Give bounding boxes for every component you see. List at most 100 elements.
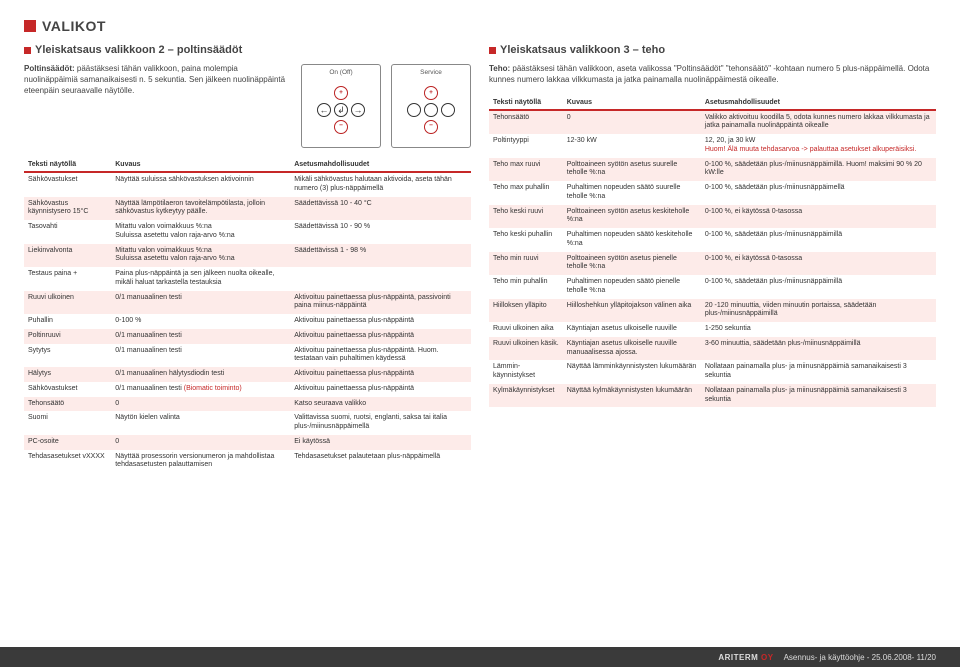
footer-brand-main: ARITERM <box>718 653 758 662</box>
table-cell: Tehonsäätö <box>489 110 563 135</box>
table-cell: 0/1 manuaalinen testi <box>111 329 290 344</box>
table-cell: Polttoaineen syötön asetus keskiteholle … <box>563 205 701 229</box>
table-cell: 0 <box>111 397 290 412</box>
table-cell: Näyttää suluissa sähkövastuksen aktivoin… <box>111 172 290 197</box>
right-intro-bold: Teho: <box>489 64 510 73</box>
table-cell: Valikko aktivoituu koodilla 5, odota kun… <box>701 110 936 135</box>
section-square-icon <box>24 47 31 54</box>
column-header: Asetusmahdollisuudet <box>701 96 936 110</box>
table-row: KylmäkäynnistyksetNäyttää kylmäkäynnisty… <box>489 384 936 408</box>
table-cell: Näytön kielen valinta <box>111 411 290 435</box>
table-cell: Teho keski ruuvi <box>489 205 563 229</box>
table-row: Puhallin0-100 %Aktivoituu painettaessa p… <box>24 314 471 329</box>
footer-brand-suffix: OY <box>761 653 774 662</box>
table-cell: Liekinvalvonta <box>24 244 111 268</box>
table-cell: 0/1 manuaalinen hälytysdiodin testi <box>111 367 290 382</box>
table-cell: Käyntiajan asetus ulkoiselle ruuville ma… <box>563 337 701 361</box>
table-cell: Sähkövastukset <box>24 172 111 197</box>
table-cell: Aktivoituu painettaessa plus-näppäintä <box>290 329 471 344</box>
table-row: Lämmin-käynnistyksetNäyttää lämminkäynni… <box>489 360 936 384</box>
table-cell: Tehdasasetukset vXXXX <box>24 450 111 474</box>
table-cell: Valittavissa suomi, ruotsi, englanti, sa… <box>290 411 471 435</box>
table-cell: 3-60 minuuttia, säädetään plus-/miinusnä… <box>701 337 936 361</box>
table-cell: 0-100 % <box>111 314 290 329</box>
column-header: Kuvaus <box>563 96 701 110</box>
table-cell: Hiilloksen ylläpito <box>489 299 563 323</box>
diagram-onoff: On (Off) + ← ↲ → − <box>301 64 381 148</box>
table-row: LiekinvalvontaMitattu valon voimakkuus %… <box>24 244 471 268</box>
table-row: Teho keski puhallinPuhaltimen nopeuden s… <box>489 228 936 252</box>
table-cell: Poltinruuvi <box>24 329 111 344</box>
table-row: SähkövastuksetNäyttää suluissa sähkövast… <box>24 172 471 197</box>
table-cell: Ruuvi ulkoinen aika <box>489 322 563 337</box>
table-cell: Aktivoituu painettaessa plus-näppäintä <box>290 367 471 382</box>
table-cell: Paina plus-näppäintä ja sen jälkeen nuol… <box>111 267 290 291</box>
table-cell: Säädettävissä 1 - 98 % <box>290 244 471 268</box>
table-cell: Mitattu valon voimakkuus %:naSuluissa as… <box>111 220 290 244</box>
table-cell: Puhaltimen nopeuden säätö keskiteholle %… <box>563 228 701 252</box>
table-cell: Teho max ruuvi <box>489 158 563 182</box>
table-row: Hälytys0/1 manuaalinen hälytysdiodin tes… <box>24 367 471 382</box>
table-row: Poltintyyppi12-30 kW12, 20, ja 30 kWHuom… <box>489 134 936 158</box>
table-cell: 0-100 %, säädetään plus-/miinusnäppäimil… <box>701 228 936 252</box>
table-cell: Käyntiajan asetus ulkoiselle ruuville <box>563 322 701 337</box>
table-cell: Aktivoituu painettaessa plus-näppäintä <box>290 382 471 397</box>
table-cell: 0-100 %, säädetään plus-/miinusnäppäimil… <box>701 275 936 299</box>
table-cell: Puhaltimen nopeuden säätö suurelle tehol… <box>563 181 701 205</box>
table-row: TasovahtiMitattu valon voimakkuus %:naSu… <box>24 220 471 244</box>
table-row: PC-osoite0Ei käytössä <box>24 435 471 450</box>
table-cell: 0 <box>563 110 701 135</box>
table-cell: Mitattu valon voimakkuus %:naSuluissa as… <box>111 244 290 268</box>
right-column: Yleiskatsaus valikkoon 3 – teho Teho: pä… <box>489 44 936 473</box>
footer-doc: Asennus- ja käyttöohje - 25.06.2008- 11/… <box>784 653 936 662</box>
table-cell: 0 <box>111 435 290 450</box>
table-cell: 12-30 kW <box>563 134 701 158</box>
table-cell: Sytytys <box>24 344 111 368</box>
title-square-icon <box>24 20 36 32</box>
table-row: Teho min ruuviPolttoaineen syötön asetus… <box>489 252 936 276</box>
table-cell: Kylmäkäynnistykset <box>489 384 563 408</box>
table-cell: Teho max puhallin <box>489 181 563 205</box>
table-cell: Teho keski puhallin <box>489 228 563 252</box>
table-row: Sähkövastus käynnistysero 15°CNäyttää lä… <box>24 197 471 221</box>
table-cell: Näyttää lämminkäynnistysten lukumäärän <box>563 360 701 384</box>
table-cell: Säädettävissä 10 - 90 % <box>290 220 471 244</box>
table-cell: Lämmin-käynnistykset <box>489 360 563 384</box>
left-intro: Poltinsäädöt: päästäksesi tähän valikkoo… <box>24 64 291 96</box>
table-cell: Polttoaineen syötön asetus pienelle teho… <box>563 252 701 276</box>
table-cell: Aktivoituu painettaessa plus-näppäintä. … <box>290 344 471 368</box>
table-cell: 0-100 %, ei käytössä 0-tasossa <box>701 252 936 276</box>
table-cell: Tehonsäätö <box>24 397 111 412</box>
table-cell: Puhaltimen nopeuden säätö pienelle tehol… <box>563 275 701 299</box>
diagram-label-2: Service <box>420 69 442 76</box>
table-row: Ruuvi ulkoinen0/1 manuaalinen testiAktiv… <box>24 291 471 315</box>
left-column: Yleiskatsaus valikkoon 2 – poltinsäädöt … <box>24 44 471 473</box>
left-intro-bold: Poltinsäädöt: <box>24 64 75 73</box>
column-header: Teksti näytöllä <box>24 158 111 172</box>
table-row: Teho min puhallinPuhaltimen nopeuden sää… <box>489 275 936 299</box>
table-row: Ruuvi ulkoinen käsik.Käyntiajan asetus u… <box>489 337 936 361</box>
table-row: Teho max puhallinPuhaltimen nopeuden sää… <box>489 181 936 205</box>
table-cell: Sähkövastus käynnistysero 15°C <box>24 197 111 221</box>
table-cell: Poltintyyppi <box>489 134 563 158</box>
table-cell: Ei käytössä <box>290 435 471 450</box>
table-row: Teho keski ruuviPolttoaineen syötön aset… <box>489 205 936 229</box>
diagram-label-1: On (Off) <box>329 69 352 76</box>
right-intro-rest: päästäksesi tähän valikkoon, aseta valik… <box>489 64 929 84</box>
column-header: Asetusmahdollisuudet <box>290 158 471 172</box>
table-row: Sähkövastukset0/1 manuaalinen testi (Bio… <box>24 382 471 397</box>
left-section-title: Yleiskatsaus valikkoon 2 – poltinsäädöt <box>35 44 242 56</box>
table-cell: 0/1 manuaalinen testi <box>111 344 290 368</box>
table-cell: Tehdasasetukset palautetaan plus-näppäim… <box>290 450 471 474</box>
table-cell: Teho min ruuvi <box>489 252 563 276</box>
table-cell: 0-100 %, säädetään plus-/miinusnäppäimel… <box>701 181 936 205</box>
table-cell: Nollataan painamalla plus- ja miinusnäpp… <box>701 384 936 408</box>
diagram-service: Service + − <box>391 64 471 148</box>
table-cell: Teho min puhallin <box>489 275 563 299</box>
table-cell: Puhallin <box>24 314 111 329</box>
table-cell: Polttoaineen syötön asetus suurelle teho… <box>563 158 701 182</box>
footer-brand: ARITERM OY <box>718 653 773 662</box>
table-cell: Näyttää prosessorin versionumeron ja mah… <box>111 450 290 474</box>
page-title: VALIKOT <box>42 18 106 34</box>
table-cell: Säädettävissä 10 - 40 °C <box>290 197 471 221</box>
